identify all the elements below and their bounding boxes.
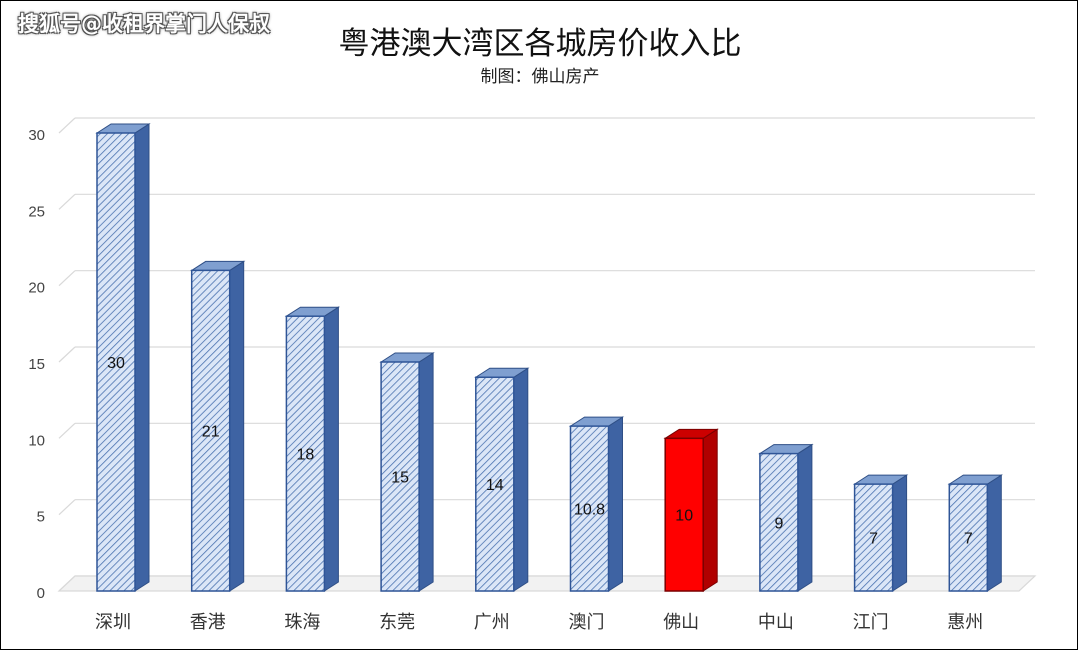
- bar-front: [853, 483, 894, 592]
- bar-front: [664, 437, 704, 592]
- bar-data-label: 7: [964, 531, 973, 548]
- bar: 7: [947, 474, 1004, 592]
- bar-data-label: 10.8: [574, 502, 605, 519]
- chart-subtitle: 制图：佛山房产: [480, 67, 600, 87]
- chart-title: 粤港澳大湾区各城房价收入比: [338, 26, 742, 62]
- watermark: 搜狐号@收租界掌门人保叔: [18, 12, 270, 36]
- x-category-label: 江门: [853, 612, 889, 633]
- bar: 21: [189, 260, 246, 592]
- bar-side: [323, 306, 339, 592]
- bar-data-label: 14: [486, 477, 504, 494]
- bar-side: [513, 367, 529, 592]
- bar: 9: [758, 443, 814, 592]
- bar-front: [759, 452, 799, 592]
- bar-data-label: 9: [774, 515, 783, 532]
- x-category-label: 佛山: [663, 612, 699, 633]
- gridline-diagonal: [58, 422, 76, 439]
- bar: 30: [95, 123, 151, 592]
- bar-side: [892, 474, 908, 592]
- y-tick-label: 5: [37, 509, 45, 526]
- bar-side: [797, 443, 813, 592]
- y-tick-label: 25: [28, 203, 45, 220]
- gridline-diagonal: [58, 346, 76, 363]
- x-category-label: 惠州: [947, 612, 983, 633]
- y-tick-label: 20: [28, 280, 45, 297]
- bar-front: [190, 269, 231, 592]
- y-tick-label: 0: [37, 585, 45, 602]
- bar: 7: [852, 474, 909, 592]
- bar-data-label: 18: [297, 447, 315, 464]
- x-category-label: 中山: [758, 612, 794, 633]
- x-category-label: 深圳: [95, 612, 131, 633]
- x-category-label: 东莞: [379, 612, 415, 633]
- gridline-diagonal: [58, 193, 76, 210]
- bar-side: [418, 352, 434, 592]
- bar-front: [475, 376, 515, 592]
- x-axis-labels: 深圳 香港 珠海 东莞 广州 澳门 佛山 中山 江门 惠州: [95, 612, 983, 633]
- y-tick-label: 15: [28, 356, 45, 373]
- y-tick-label: 10: [28, 432, 45, 449]
- bar-front: [96, 132, 136, 592]
- x-category-label: 香港: [190, 612, 226, 633]
- bar-side: [229, 260, 245, 592]
- x-category-label: 澳门: [569, 612, 605, 633]
- bar-front: [948, 483, 989, 592]
- bar-data-label: 15: [391, 470, 409, 487]
- bar-front: [380, 361, 420, 592]
- bar-front: [569, 425, 610, 592]
- x-category-label: 广州: [474, 612, 510, 633]
- y-axis-ticks: 0 5 10 15 20 25 30: [28, 127, 45, 602]
- x-category-label: 珠海: [284, 612, 320, 633]
- bar: 15: [379, 352, 435, 592]
- gridline-diagonal: [58, 270, 76, 287]
- bar: 10.8: [568, 416, 625, 592]
- bar: 10: [663, 428, 719, 592]
- y-tick-label: 30: [28, 127, 45, 144]
- bar-front: [285, 315, 326, 592]
- bars: 30 21 18 15 14 10.8 10 9 7 7: [95, 123, 1004, 592]
- bar-data-label: 10: [675, 508, 693, 525]
- bar-side: [986, 474, 1002, 592]
- bar: 18: [284, 306, 341, 592]
- gridline-diagonal: [58, 499, 76, 516]
- gridline-diagonal: [58, 117, 76, 134]
- bar-data-label: 7: [869, 531, 878, 548]
- bar-side: [702, 428, 718, 592]
- bar: 14: [474, 367, 530, 592]
- bar-side: [608, 416, 623, 592]
- bar-side: [134, 123, 150, 592]
- bar-data-label: 21: [202, 424, 220, 441]
- bar-data-label: 30: [107, 355, 125, 372]
